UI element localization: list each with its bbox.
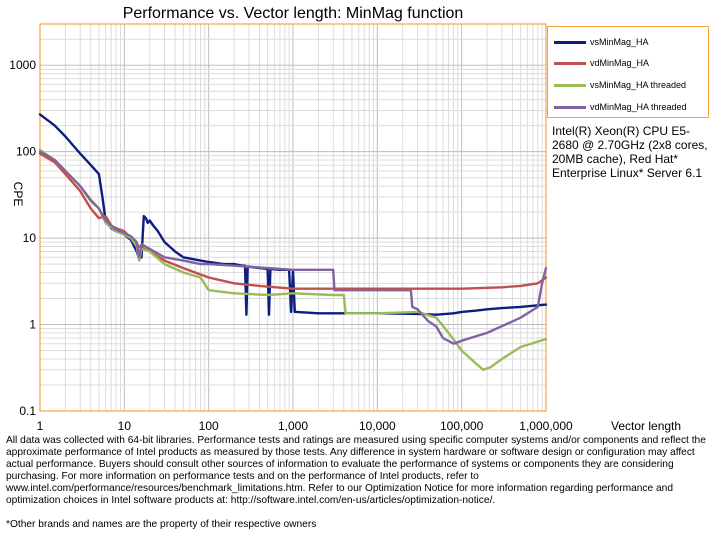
disclaimer-text: All data was collected with 64-bit libra… [6, 435, 706, 506]
x-axis-ticks: 1 10 100 1,000 10,000 100,000 1,000,000 [37, 419, 573, 433]
x-tick-label: 1 [37, 419, 44, 433]
x-tick-label: 1,000,000 [519, 419, 573, 433]
x-axis-label: Vector length [611, 419, 681, 433]
chart-title: Performance vs. Vector length: MinMag fu… [122, 5, 464, 22]
legend-item-vsminmag-ha: vsMinMag_HA [554, 35, 649, 49]
y-tick-label: 10 [23, 231, 37, 245]
legend-swatch [554, 61, 586, 65]
y-axis-label: CPE [11, 182, 25, 207]
y-axis-ticks: 0.1 1 10 100 1000 [9, 58, 36, 418]
series-line-vdminmag-ha [38, 152, 548, 290]
grid [39, 23, 546, 412]
y-tick-label: 100 [16, 145, 36, 159]
legend-label: vdMinMag_HA [590, 58, 650, 68]
y-tick-label: 1 [29, 318, 36, 332]
legend-item-vdminmag-ha-threaded: vdMinMag_HA threaded [554, 100, 687, 114]
footnote-text: *Other brands and names are the property… [6, 519, 317, 530]
legend-item-vdminmag-ha: vdMinMag_HA [554, 56, 649, 70]
legend-swatch [554, 105, 586, 109]
series-line-vdminmag-ha-threaded [38, 150, 548, 345]
legend: vsMinMag_HA vdMinMag_HA vsMinMag_HA thre… [547, 26, 709, 118]
legend-swatch [554, 83, 586, 87]
y-tick-label: 0.1 [19, 404, 36, 418]
legend-item-vsminmag-ha-threaded: vsMinMag_HA threaded [554, 78, 686, 92]
x-tick-label: 100 [199, 419, 219, 433]
legend-label: vsMinMag_HA [590, 37, 649, 47]
x-tick-label: 10 [118, 419, 132, 433]
legend-label: vdMinMag_HA threaded [590, 102, 687, 112]
legend-label: vsMinMag_HA threaded [590, 80, 687, 90]
legend-swatch [554, 40, 586, 44]
x-tick-label: 100,000 [440, 419, 484, 433]
plot-area-border [39, 23, 547, 412]
y-tick-label: 1000 [9, 58, 36, 72]
series-layer [38, 113, 548, 371]
x-tick-label: 1,000 [278, 419, 308, 433]
system-info-annotation: Intel(R) Xeon(R) CPU E5-2680 @ 2.70GHz (… [552, 124, 708, 180]
x-tick-label: 10,000 [359, 419, 396, 433]
